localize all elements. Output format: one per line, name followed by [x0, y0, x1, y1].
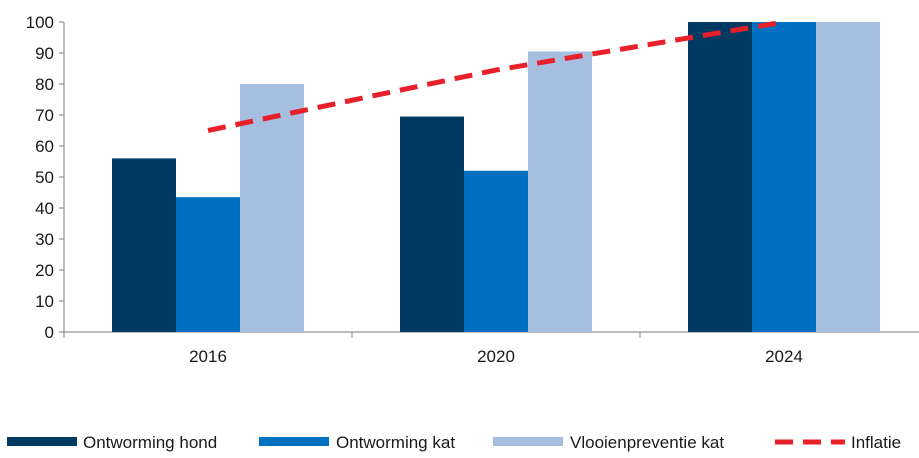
legend-label-0: Ontworming hond [83, 433, 217, 452]
y-tick-label: 20 [35, 261, 54, 280]
bars-group [112, 22, 880, 332]
legend-swatch-2 [493, 437, 563, 446]
legend-label-2: Vlooienpreventie kat [570, 433, 724, 452]
legend-label-3: Inflatie [851, 433, 901, 452]
bar-2-1 [528, 51, 592, 332]
legend-swatch-0 [7, 437, 77, 446]
bar-1-1 [464, 170, 528, 332]
bar-1-2 [752, 22, 816, 332]
x-axis: 2016 2020 2024 [63, 331, 919, 366]
bar-2-0 [240, 84, 304, 332]
legend-label-1: Ontworming kat [336, 433, 455, 452]
bar-0-1 [400, 116, 464, 332]
y-tick-label: 70 [35, 106, 54, 125]
inflation-line [207, 19, 785, 133]
x-tick-label: 2024 [765, 347, 803, 366]
legend-swatch-1 [259, 437, 329, 446]
bar-0-0 [112, 158, 176, 332]
legend: Ontworming hond Ontworming kat Vlooienprev… [7, 433, 901, 452]
y-tick-label: 10 [35, 292, 54, 311]
y-tick-label: 80 [35, 75, 54, 94]
y-axis: 0 10 20 30 40 50 60 70 80 90 100 [26, 13, 65, 342]
bar-1-0 [176, 197, 240, 332]
y-tick-label: 100 [26, 13, 54, 32]
y-tick-label: 50 [35, 168, 54, 187]
y-tick-label: 90 [35, 44, 54, 63]
y-tick-label: 60 [35, 137, 54, 156]
y-tick-label: 0 [45, 323, 54, 342]
bar-0-2 [688, 22, 752, 332]
x-tick-label: 2016 [189, 347, 227, 366]
x-tick-label: 2020 [477, 347, 515, 366]
inflation-line-group [207, 19, 785, 133]
y-tick-label: 40 [35, 199, 54, 218]
y-tick-label: 30 [35, 230, 54, 249]
bar-2-2 [816, 22, 880, 332]
